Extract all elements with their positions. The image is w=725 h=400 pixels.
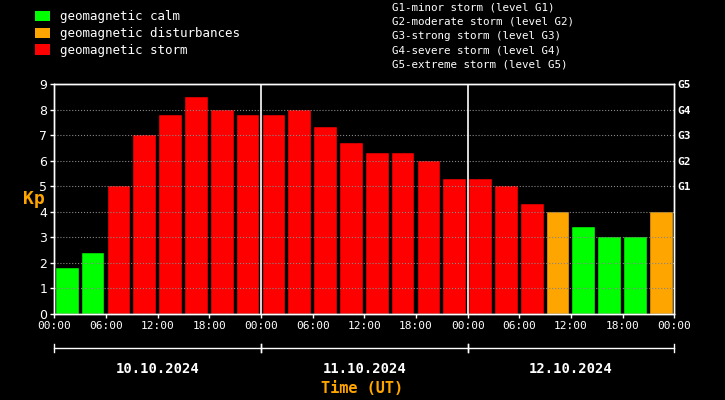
- Bar: [366, 153, 389, 314]
- Bar: [314, 128, 337, 314]
- Bar: [650, 212, 673, 314]
- Bar: [82, 253, 104, 314]
- Bar: [160, 115, 182, 314]
- Y-axis label: Kp: Kp: [23, 190, 45, 208]
- Bar: [392, 153, 415, 314]
- Bar: [624, 237, 647, 314]
- Bar: [185, 97, 208, 314]
- Bar: [237, 115, 260, 314]
- Text: G1-minor storm (level G1)
G2-moderate storm (level G2)
G3-strong storm (level G3: G1-minor storm (level G1) G2-moderate st…: [392, 2, 573, 70]
- Bar: [340, 143, 362, 314]
- Bar: [521, 204, 544, 314]
- Legend: geomagnetic calm, geomagnetic disturbances, geomagnetic storm: geomagnetic calm, geomagnetic disturbanc…: [36, 10, 240, 57]
- Bar: [289, 110, 311, 314]
- Bar: [573, 227, 595, 314]
- Bar: [598, 237, 621, 314]
- Text: 11.10.2024: 11.10.2024: [323, 362, 406, 376]
- Bar: [469, 178, 492, 314]
- Text: Time (UT): Time (UT): [321, 381, 404, 396]
- Bar: [56, 268, 78, 314]
- Bar: [495, 186, 518, 314]
- Bar: [262, 115, 285, 314]
- Bar: [211, 110, 233, 314]
- Text: 10.10.2024: 10.10.2024: [116, 362, 199, 376]
- Bar: [444, 178, 466, 314]
- Bar: [107, 186, 130, 314]
- Text: 12.10.2024: 12.10.2024: [529, 362, 613, 376]
- Bar: [133, 135, 156, 314]
- Bar: [418, 161, 440, 314]
- Bar: [547, 212, 569, 314]
